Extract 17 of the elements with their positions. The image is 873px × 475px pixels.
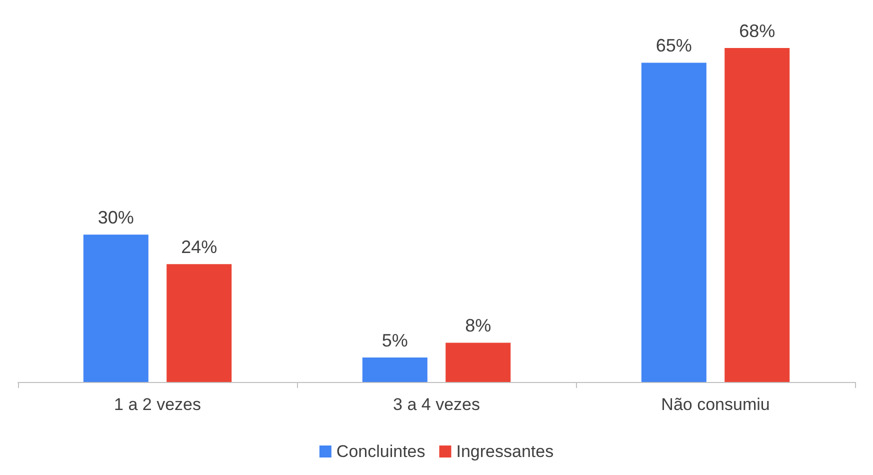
- x-tick-label: 1 a 2 vezes: [114, 395, 201, 414]
- data-label: 24%: [181, 237, 218, 258]
- bar: [446, 342, 511, 382]
- data-label: 68%: [739, 21, 776, 41]
- legend-label: Ingressantes: [456, 442, 554, 461]
- bar: [83, 234, 148, 382]
- data-label: 8%: [465, 316, 492, 336]
- bar: [641, 62, 706, 382]
- bar: [362, 357, 428, 382]
- data-label: 30%: [98, 208, 134, 228]
- x-tick-label: Não consumiu: [661, 395, 770, 414]
- legend-label: Concluintes: [336, 442, 426, 461]
- x-tick-label: 3 a 4 vezes: [393, 395, 480, 414]
- bar: [166, 264, 232, 382]
- bar: [724, 48, 790, 382]
- data-label: 5%: [382, 330, 408, 350]
- data-label: 65%: [656, 36, 692, 56]
